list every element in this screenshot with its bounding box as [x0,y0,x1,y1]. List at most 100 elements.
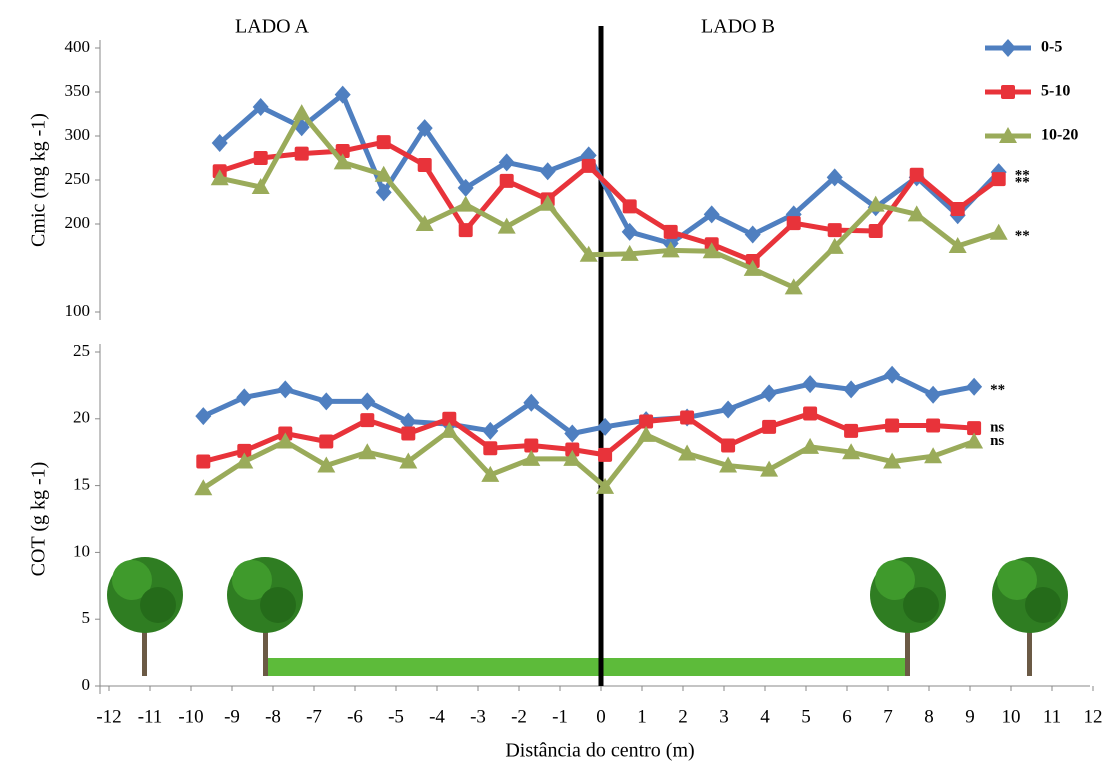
significance-note: ** [990,382,1005,398]
marker [948,237,967,253]
marker [825,237,844,254]
y-tick-label: 25 [73,341,90,360]
x-tick-label: 8 [924,706,934,727]
y-tick-label: 200 [65,213,91,232]
marker [786,216,801,231]
marker [375,183,392,202]
y-tick-label: 5 [82,608,91,627]
marker [498,153,515,172]
significance-note: ns [990,433,1004,449]
tree [992,557,1068,676]
side-label: LADO B [701,16,775,38]
marker [803,406,818,421]
significance-note: ** [1015,228,1030,244]
marker [458,223,473,238]
marker [499,173,514,188]
marker [236,388,253,407]
y-tick-label: 100 [65,301,91,320]
x-tick-label: 3 [719,706,729,727]
y-tick-label: 15 [73,475,90,494]
marker [802,375,819,394]
marker [563,449,582,466]
y-tick-label: 20 [73,408,90,427]
x-tick-label: 1 [637,706,647,727]
legend-label: 10-20 [1041,127,1078,144]
marker [539,162,556,181]
marker [622,199,637,214]
marker [744,225,761,244]
marker [761,384,778,403]
marker [663,224,678,239]
tree [227,557,303,676]
marker [827,223,842,238]
marker [743,259,762,276]
x-tick-label: -4 [429,706,445,727]
marker [483,441,498,456]
marker [907,205,926,222]
marker [415,215,434,231]
marker [843,380,860,399]
marker [317,456,336,473]
marker [762,419,777,434]
x-tick-label: 6 [842,706,852,727]
marker [720,400,737,419]
marker [598,447,613,462]
y-axis-label: COT (g kg -1) [28,462,50,577]
marker [277,380,294,399]
series-line [218,92,1001,246]
significance-note: ** [1015,175,1030,191]
marker [319,434,334,449]
marker [760,460,779,477]
marker [564,424,581,443]
marker [989,223,1008,240]
marker [442,411,457,426]
x-tick-label: -9 [224,706,240,727]
marker [678,444,697,461]
legend-label: 5-10 [1041,83,1070,100]
marker [565,442,580,457]
marker [497,217,516,234]
marker [596,477,615,494]
marker [481,465,500,482]
marker [194,479,213,496]
marker [522,449,541,466]
marker [440,421,459,438]
marker [826,168,843,187]
marker [924,447,943,464]
y-tick-label: 10 [73,541,90,560]
grass [268,658,908,676]
marker [416,119,433,138]
marker [579,245,598,262]
marker [524,438,539,453]
marker [276,432,295,449]
marker [866,195,885,212]
x-tick-label: -3 [470,706,486,727]
x-tick-label: 5 [801,706,811,727]
series-line [202,372,975,436]
y-tick-label: 0 [82,675,91,694]
marker [401,426,416,441]
marker [639,414,654,429]
marker [581,158,596,173]
marker [620,244,639,261]
legend-marker [999,127,1017,143]
marker [801,437,820,454]
marker [374,165,393,182]
marker [950,202,965,217]
x-tick-label: 11 [1043,706,1061,727]
tree [107,557,183,676]
marker [523,393,540,412]
x-tick-label: -2 [511,706,527,727]
marker [884,365,901,384]
marker [211,134,228,153]
marker [538,194,557,211]
marker [482,421,499,440]
marker [417,158,432,173]
marker [235,452,254,469]
legend-marker [1000,39,1016,57]
marker [967,421,982,436]
marker [991,172,1006,187]
marker [334,85,351,104]
x-tick-label: 12 [1084,706,1103,727]
x-tick-label: -1 [552,706,568,727]
